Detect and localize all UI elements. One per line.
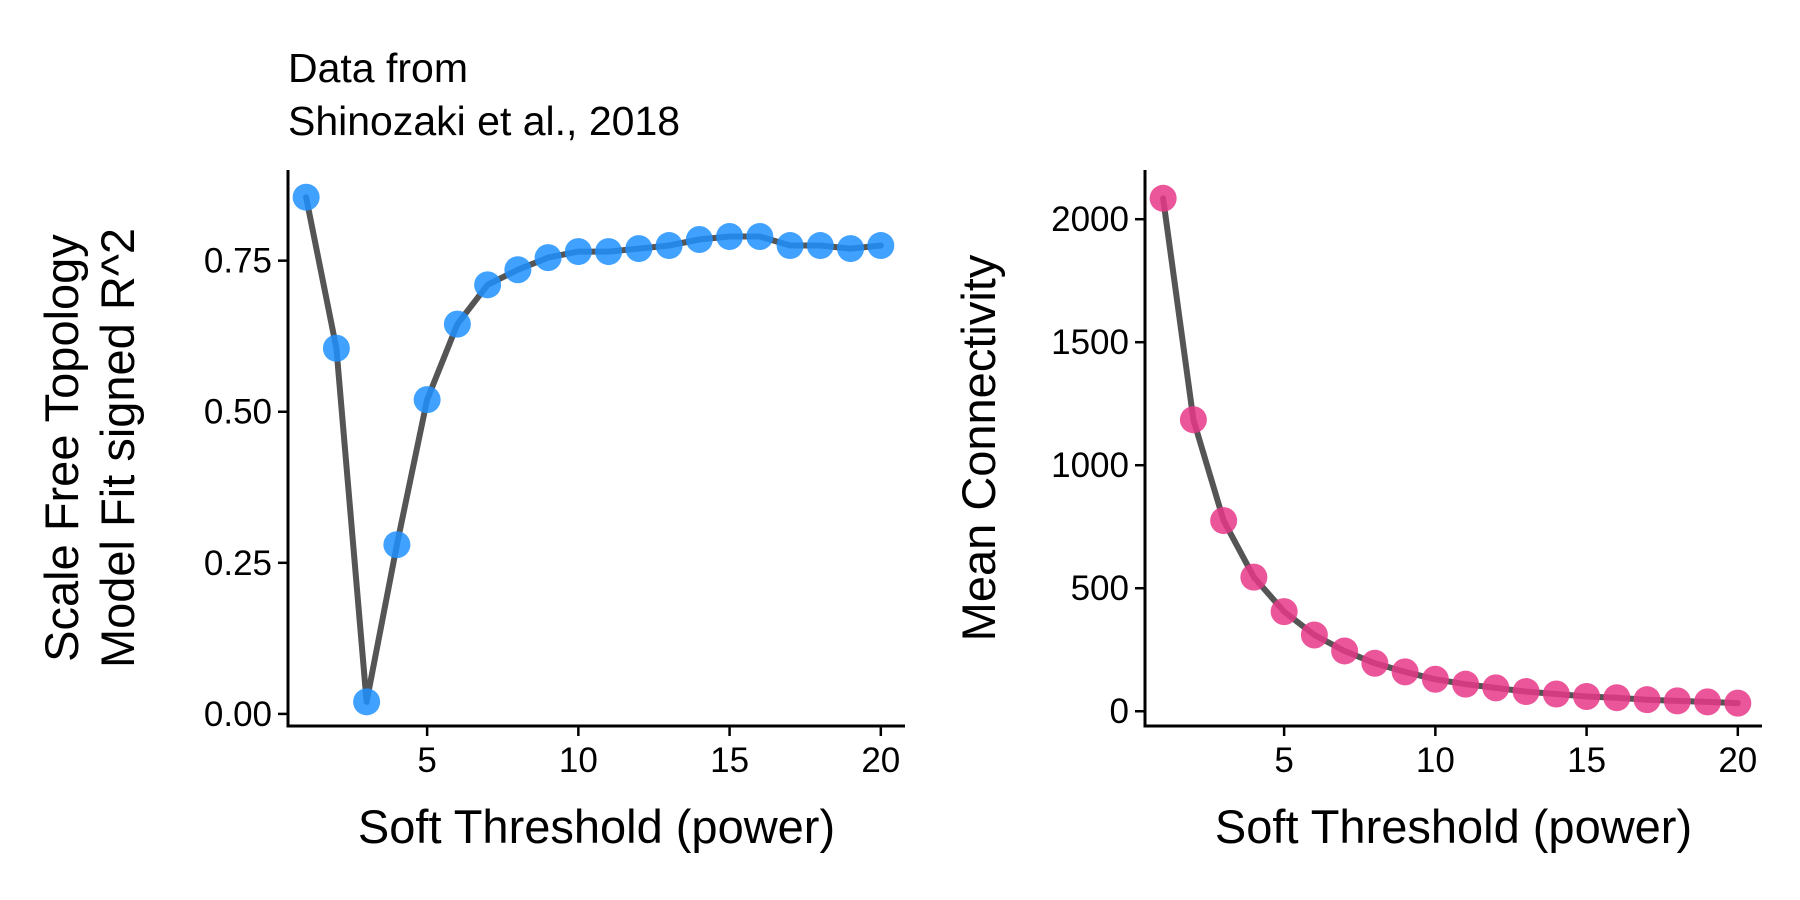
x-axis-title: Soft Threshold (power) — [1215, 800, 1692, 853]
data-point — [353, 688, 381, 716]
data-point — [1633, 686, 1661, 714]
data-point — [746, 222, 774, 250]
x-tick-label: 5 — [1274, 741, 1293, 780]
data-point — [1452, 670, 1480, 698]
data-point — [595, 238, 623, 266]
data-point — [1179, 406, 1207, 434]
data-point — [625, 235, 653, 263]
data-point — [655, 232, 683, 260]
y-tick-label: 0.25 — [204, 544, 272, 583]
y-tick-label: 2000 — [1051, 200, 1129, 239]
data-point — [1270, 598, 1298, 626]
data-point — [1240, 563, 1268, 591]
x-tick-label: 20 — [1718, 741, 1757, 780]
mean-connectivity-panel: 5 10 15 20 0 500 1000 1500 2000 Soft Threshold (p… — [952, 170, 1762, 853]
x-tick-label: 15 — [710, 741, 749, 780]
data-point — [716, 222, 744, 250]
data-point — [1391, 658, 1419, 686]
data-point — [534, 244, 562, 272]
data-point — [1482, 674, 1510, 702]
data-point — [806, 232, 834, 260]
data-point — [1421, 665, 1449, 693]
data-point — [776, 232, 804, 260]
data-point — [867, 232, 895, 260]
figure-title-line-1: Data from — [288, 45, 468, 91]
x-axis-title: Soft Threshold (power) — [358, 800, 835, 853]
y-tick-label: 0 — [1110, 692, 1129, 731]
y-tick-label: 1500 — [1051, 323, 1129, 362]
data-point — [1149, 184, 1177, 212]
figure-title-line-2: Shinozaki et al., 2018 — [288, 98, 680, 144]
data-point — [837, 235, 865, 263]
data-point — [383, 531, 411, 559]
data-point — [474, 271, 502, 299]
data-point — [1210, 507, 1238, 535]
x-tick-label: 15 — [1567, 741, 1606, 780]
x-tick-label: 10 — [559, 741, 598, 780]
data-point — [413, 386, 441, 414]
data-point — [1694, 688, 1722, 716]
data-point — [443, 310, 471, 338]
y-tick-label: 500 — [1071, 569, 1129, 608]
data-point — [504, 256, 532, 284]
y-tick-label: 0.75 — [204, 242, 272, 281]
y-tick-label: 0.00 — [204, 695, 272, 734]
data-point — [1663, 687, 1691, 715]
y-axis-title-line-1: Scale Free Topology — [35, 234, 88, 662]
data-point — [1542, 680, 1570, 708]
data-point — [564, 238, 592, 266]
data-point — [1331, 637, 1359, 665]
trend-line — [303, 194, 884, 705]
data-point — [1573, 682, 1601, 710]
data-point — [1724, 689, 1752, 717]
data-point — [322, 334, 350, 362]
scale-free-fit-panel: 5 10 15 20 0.00 0.25 0.50 0.75 Soft Threshold (p… — [35, 170, 905, 853]
data-point — [1361, 649, 1389, 677]
y-tick-label: 1000 — [1051, 446, 1129, 485]
data-point — [1300, 621, 1328, 649]
y-tick-label: 0.50 — [204, 393, 272, 432]
x-tick-label: 10 — [1416, 741, 1455, 780]
data-point — [685, 226, 713, 253]
figure-title: Data from Shinozaki et al., 2018 — [288, 45, 680, 144]
y-axis-title: Mean Connectivity — [952, 254, 1005, 641]
data-point — [1512, 678, 1540, 706]
x-tick-label: 5 — [417, 741, 436, 780]
data-point — [292, 183, 320, 211]
y-axis-title-line-2: Model Fit signed R^2 — [91, 228, 144, 668]
x-tick-label: 20 — [861, 741, 900, 780]
data-point — [1603, 684, 1631, 712]
trend-line — [1160, 195, 1741, 707]
